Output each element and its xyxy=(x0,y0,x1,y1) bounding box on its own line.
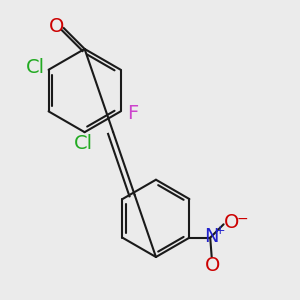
Text: O: O xyxy=(224,213,240,232)
Text: +: + xyxy=(215,224,225,237)
Text: Cl: Cl xyxy=(74,134,93,153)
Text: O: O xyxy=(205,256,220,275)
Text: O: O xyxy=(49,17,64,36)
Text: F: F xyxy=(128,104,139,123)
Text: N: N xyxy=(204,227,219,246)
Text: −: − xyxy=(236,212,248,226)
Text: Cl: Cl xyxy=(26,58,45,77)
